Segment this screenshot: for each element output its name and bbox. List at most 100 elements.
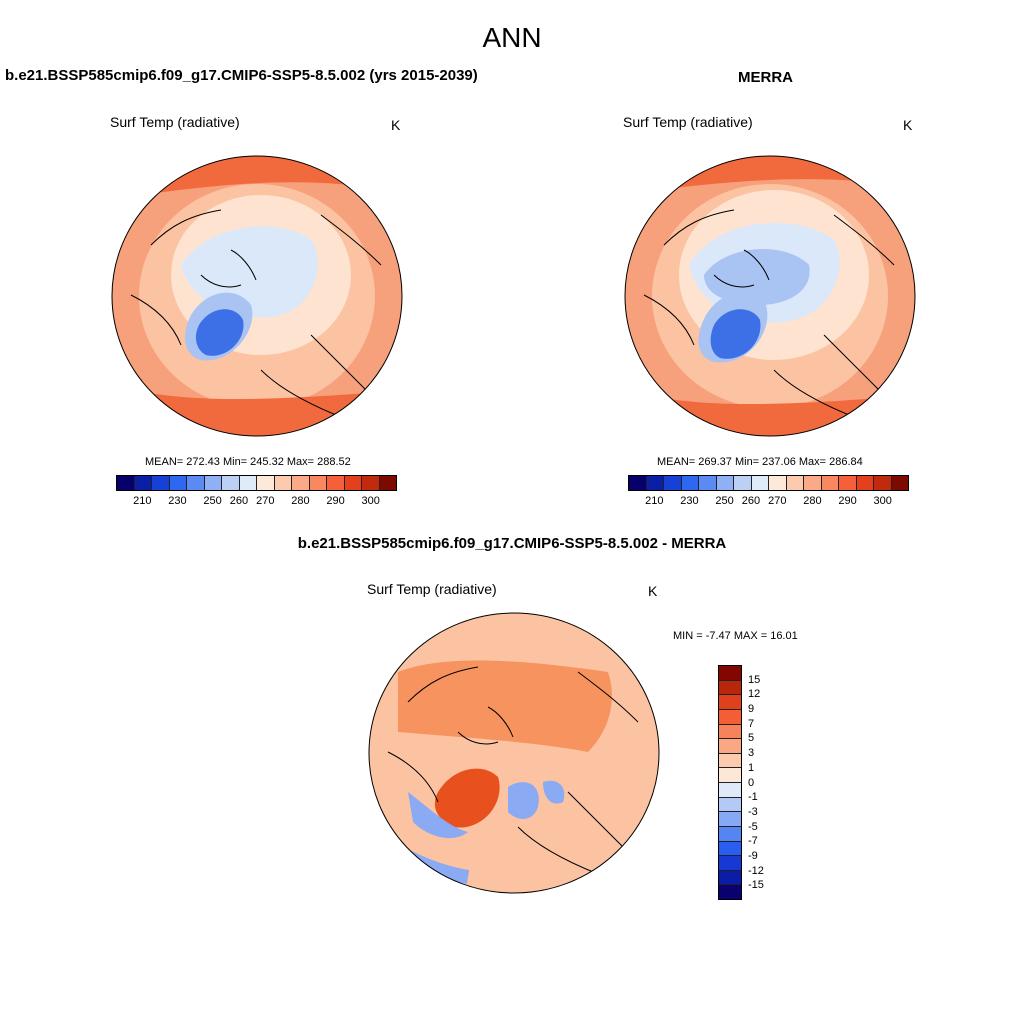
obs-colorbar-swatch (891, 476, 908, 490)
obs-colorbar-swatch (716, 476, 734, 490)
diff-colorbar-tick-label: 12 (748, 688, 761, 701)
diff-colorbar (718, 665, 742, 900)
obs-colorbar-tick-label: 250 (715, 495, 734, 507)
obs-colorbar-swatch (699, 476, 717, 490)
diff-colorbar-tick-label: 5 (748, 732, 755, 745)
model-colorbar-tick-label: 280 (291, 495, 310, 507)
obs-colorbar-tick-label: 210 (645, 495, 664, 507)
obs-colorbar-swatch (664, 476, 682, 490)
diff-colorbar-tick-label: -15 (748, 879, 764, 892)
diff-colorbar-tick-label: -7 (748, 835, 758, 848)
obs-stats: MEAN= 269.37 Min= 237.06 Max= 286.84 (657, 456, 863, 468)
diff-colorbar-tick-label: 9 (748, 703, 755, 716)
obs-colorbar-swatch (839, 476, 857, 490)
obs-variable-label: Surf Temp (radiative) (623, 114, 753, 130)
diff-colorbar-swatch (719, 826, 741, 842)
model-colorbar-swatch (309, 476, 327, 490)
model-colorbar-swatch (204, 476, 222, 490)
model-colorbar (116, 475, 397, 491)
obs-colorbar-tick-label: 300 (873, 495, 892, 507)
model-colorbar-swatch (344, 476, 362, 490)
diff-colorbar-tick-label: -3 (748, 805, 758, 818)
model-colorbar-tick-label: 230 (168, 495, 187, 507)
diff-colorbar-swatch (719, 739, 741, 754)
model-colorbar-swatch (239, 476, 257, 490)
obs-case-title: MERRA (738, 69, 793, 86)
diff-colorbar-swatch (719, 753, 741, 769)
model-colorbar-swatch (117, 476, 135, 490)
diff-colorbar-swatch (719, 680, 741, 696)
obs-colorbar-tick-label: 270 (768, 495, 787, 507)
model-colorbar-tick-label: 250 (203, 495, 222, 507)
obs-colorbar-tick-label: 290 (838, 495, 857, 507)
model-stats: MEAN= 272.43 Min= 245.32 Max= 288.52 (145, 456, 351, 468)
figure-title: ANN (482, 22, 542, 53)
diff-colorbar-tick-label: 1 (748, 761, 755, 774)
diff-colorbar-swatch (719, 885, 741, 899)
diff-colorbar-swatch (719, 797, 741, 813)
diff-colorbar-tick-label: -12 (748, 864, 764, 877)
diff-colorbar-tick-label: 0 (748, 776, 755, 789)
obs-polar-map (624, 155, 916, 437)
model-colorbar-tick-label: 270 (256, 495, 275, 507)
obs-colorbar-swatch (751, 476, 769, 490)
model-colorbar-swatch (379, 476, 396, 490)
diff-colorbar-swatch (719, 768, 741, 783)
obs-colorbar-tick-label: 280 (803, 495, 822, 507)
diff-colorbar-tick-label: -1 (748, 791, 758, 804)
obs-colorbar-swatch (629, 476, 647, 490)
diff-colorbar-tick-label: -9 (748, 849, 758, 862)
obs-colorbar-swatch (734, 476, 752, 490)
model-variable-label: Surf Temp (radiative) (110, 114, 240, 130)
diff-polar-map (368, 612, 660, 894)
model-colorbar-swatch (292, 476, 310, 490)
model-colorbar-ticks: 210 230 250 260 270 280 290 300 (116, 495, 397, 509)
diff-colorbar-swatch (719, 724, 741, 740)
model-colorbar-tick-label: 260 (229, 495, 249, 507)
model-colorbar-swatch (362, 476, 380, 490)
model-units-label: K (391, 117, 401, 133)
diff-colorbar-ticks: 15 12 9 7 5 3 1 0 -1 -3 -5 -7 -9 -12 -15 (748, 665, 778, 900)
obs-colorbar-swatch (786, 476, 804, 490)
obs-colorbar-tick-label: 230 (680, 495, 699, 507)
obs-colorbar (628, 475, 909, 491)
obs-colorbar-tick-label: 260 (741, 495, 761, 507)
diff-colorbar-swatch (719, 695, 741, 710)
model-colorbar-swatch (327, 476, 345, 490)
model-colorbar-tick-label: 210 (133, 495, 152, 507)
model-colorbar-tick-label: 290 (326, 495, 345, 507)
obs-colorbar-swatch (804, 476, 822, 490)
model-colorbar-swatch (274, 476, 292, 490)
diff-colorbar-swatch (719, 841, 741, 857)
obs-colorbar-swatch (646, 476, 664, 490)
diff-colorbar-swatch (719, 856, 741, 871)
model-colorbar-swatch (134, 476, 152, 490)
diff-colorbar-swatch (719, 666, 741, 681)
diff-colorbar-tick-label: 7 (748, 717, 755, 730)
model-colorbar-tick-label: 300 (361, 495, 380, 507)
diff-units-label: K (648, 583, 658, 599)
diff-variable-label: Surf Temp (radiative) (367, 581, 497, 597)
model-colorbar-swatch (187, 476, 205, 490)
model-colorbar-swatch (257, 476, 275, 490)
diff-colorbar-tick-label: 3 (748, 747, 755, 760)
obs-colorbar-swatch (681, 476, 699, 490)
obs-colorbar-swatch (769, 476, 787, 490)
diff-stats: MIN = -7.47 MAX = 16.01 (673, 630, 798, 642)
obs-colorbar-ticks: 210 230 250 260 270 280 290 300 (628, 495, 909, 509)
obs-colorbar-swatch (856, 476, 874, 490)
model-colorbar-swatch (222, 476, 240, 490)
model-colorbar-swatch (169, 476, 187, 490)
obs-colorbar-swatch (821, 476, 839, 490)
model-colorbar-swatch (152, 476, 170, 490)
model-case-title: b.e21.BSSP585cmip6.f09_g17.CMIP6-SSP5-8.… (5, 67, 478, 84)
diff-colorbar-swatch (719, 812, 741, 827)
diff-colorbar-swatch (719, 709, 741, 725)
model-polar-map (111, 155, 403, 437)
obs-units-label: K (903, 117, 913, 133)
diff-colorbar-swatch (719, 870, 741, 886)
diff-colorbar-tick-label: 15 (748, 673, 761, 686)
diff-colorbar-tick-label: -5 (748, 820, 758, 833)
diff-case-title: b.e21.BSSP585cmip6.f09_g17.CMIP6-SSP5-8.… (297, 535, 727, 552)
obs-colorbar-swatch (874, 476, 892, 490)
